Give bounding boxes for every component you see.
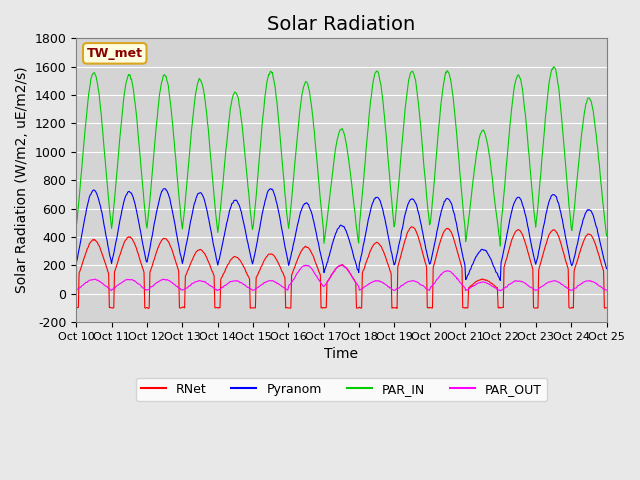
PAR_OUT — [190, 280, 198, 286]
PAR_OUT — [338, 262, 346, 268]
RNet — [423, 264, 431, 270]
PAR_OUT — [82, 279, 90, 285]
PAR_IN — [550, 64, 557, 70]
RNet — [406, 225, 414, 231]
RNet — [219, 272, 227, 277]
PAR_OUT — [603, 288, 611, 293]
Title: Solar Radiation: Solar Radiation — [268, 15, 415, 34]
PAR_IN — [136, 156, 144, 162]
PAR_IN — [72, 225, 80, 231]
RNet — [72, 305, 80, 311]
Pyranom — [161, 186, 169, 192]
Line: PAR_IN: PAR_IN — [76, 67, 607, 246]
PAR_IN — [406, 74, 413, 80]
PAR_IN — [82, 121, 90, 127]
Pyranom — [82, 211, 90, 217]
PAR_OUT — [497, 288, 504, 294]
Line: RNet: RNet — [76, 227, 607, 309]
RNet — [136, 258, 144, 264]
Pyranom — [219, 239, 227, 245]
RNet — [82, 251, 90, 256]
Text: TW_met: TW_met — [87, 47, 143, 60]
Pyranom — [136, 228, 144, 234]
PAR_IN — [218, 187, 226, 193]
Pyranom — [422, 246, 429, 252]
Legend: RNet, Pyranom, PAR_IN, PAR_OUT: RNet, Pyranom, PAR_IN, PAR_OUT — [136, 378, 547, 401]
Pyranom — [72, 260, 80, 266]
RNet — [191, 251, 199, 257]
PAR_IN — [421, 175, 429, 180]
PAR_IN — [497, 243, 504, 249]
PAR_OUT — [406, 278, 414, 284]
RNet — [603, 305, 611, 311]
PAR_IN — [190, 103, 198, 109]
Pyranom — [603, 266, 611, 272]
Line: Pyranom: Pyranom — [76, 189, 607, 280]
X-axis label: Time: Time — [324, 347, 358, 361]
Y-axis label: Solar Radiation (W/m2, uE/m2/s): Solar Radiation (W/m2, uE/m2/s) — [15, 67, 29, 293]
Line: PAR_OUT: PAR_OUT — [76, 265, 607, 291]
PAR_OUT — [218, 284, 226, 290]
PAR_IN — [603, 233, 611, 239]
PAR_OUT — [422, 286, 429, 291]
RNet — [145, 306, 152, 312]
Pyranom — [406, 197, 414, 203]
PAR_OUT — [136, 282, 144, 288]
PAR_OUT — [72, 287, 80, 293]
Pyranom — [191, 200, 199, 205]
RNet — [408, 224, 415, 229]
Pyranom — [497, 277, 504, 283]
